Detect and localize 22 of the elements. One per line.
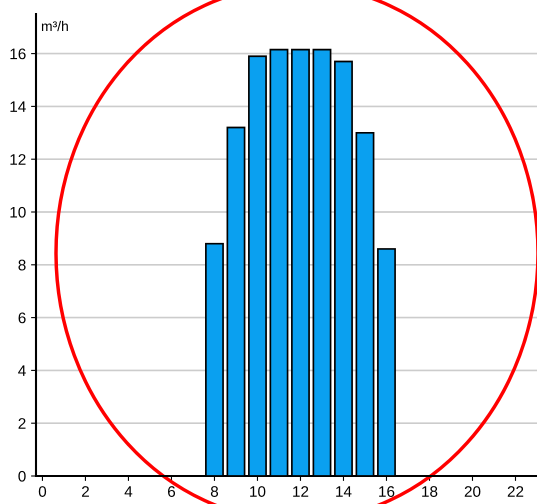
x-tick-label: 18 xyxy=(422,486,438,497)
x-tick-label: 16 xyxy=(379,486,394,497)
x-tick-label: 20 xyxy=(464,486,480,497)
y-tick-label: 2 xyxy=(18,418,26,429)
y-axis-title: m³/h xyxy=(42,20,68,32)
y-tick-label: 0 xyxy=(18,470,26,482)
x-tick-label: 14 xyxy=(336,486,352,497)
y-tick-label: 6 xyxy=(18,312,26,324)
y-tick-label: 12 xyxy=(10,154,26,165)
x-tick-label: 22 xyxy=(508,486,524,497)
x-tick-label: 2 xyxy=(82,486,89,497)
y-tick-label: 8 xyxy=(18,260,26,270)
y-tick-label: 4 xyxy=(18,365,26,376)
y-tick-label: 16 xyxy=(10,48,26,60)
x-tick-label: 10 xyxy=(250,486,266,497)
x-tick-label: 6 xyxy=(168,486,176,497)
x-tick-label: 0 xyxy=(38,486,46,497)
y-tick-label: 10 xyxy=(10,206,26,218)
y-tick-label: 14 xyxy=(10,101,26,112)
x-tick-label: 12 xyxy=(293,486,308,497)
x-tick-label: 8 xyxy=(210,486,218,497)
x-tick-label: 4 xyxy=(124,486,132,497)
